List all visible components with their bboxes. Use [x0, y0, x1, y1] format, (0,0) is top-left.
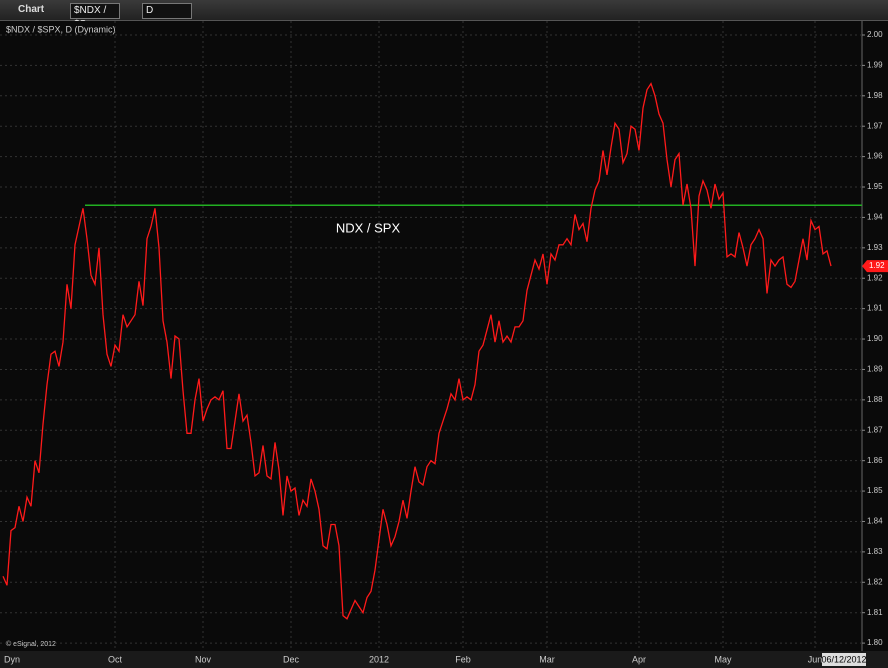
y-tick-label: 1.98 [867, 91, 883, 100]
legend: $NDX / $SPX, D (Dynamic) [6, 24, 116, 34]
y-tick-label: 1.89 [867, 365, 883, 374]
y-tick-label: 1.96 [867, 152, 883, 161]
y-tick-label: 1.99 [867, 61, 883, 70]
date-box [822, 653, 866, 666]
y-tick-label: 1.94 [867, 213, 883, 222]
x-tick-label: Oct [108, 654, 123, 664]
footer-bar [0, 651, 888, 668]
y-tick-label: 1.91 [867, 304, 883, 313]
toolbar: Chart $NDX / $S D [0, 0, 888, 30]
last-value-label: 1.92 [869, 261, 885, 270]
x-tick-label: Feb [455, 654, 471, 664]
y-tick-label: 1.86 [867, 456, 883, 465]
y-tick-label: 1.85 [867, 486, 883, 495]
y-tick-label: 1.90 [867, 334, 883, 343]
x-tick-label: Mar [539, 654, 555, 664]
plot-bg [0, 21, 888, 651]
y-tick-label: 1.92 [867, 273, 883, 282]
footer-mode[interactable]: Dyn [4, 654, 20, 664]
y-tick-label: 1.87 [867, 425, 883, 434]
window-title: Chart [18, 4, 45, 15]
y-tick-label: 1.81 [867, 608, 883, 617]
y-tick-label: 1.84 [867, 517, 883, 526]
y-tick-label: 2.00 [867, 30, 883, 39]
x-tick-label: Dec [283, 654, 300, 664]
y-tick-label: 1.95 [867, 182, 883, 191]
x-tick-label: 2012 [369, 654, 389, 664]
x-tick-label: Jun [808, 654, 823, 664]
last-value-flag [862, 260, 888, 273]
interval-input[interactable]: D [142, 3, 192, 19]
y-tick-label: 1.88 [867, 395, 883, 404]
y-tick-label: 1.82 [867, 577, 883, 586]
y-tick-label: 1.97 [867, 121, 883, 130]
y-tick-label: 1.83 [867, 547, 883, 556]
copyright: © eSignal, 2012 [6, 640, 56, 648]
annotation: NDX / SPX [336, 220, 401, 235]
footer-date: 06/12/2012 [821, 654, 866, 664]
x-tick-label: Apr [632, 654, 646, 664]
y-tick-label: 1.93 [867, 243, 883, 252]
y-tick-label: 1.80 [867, 638, 883, 647]
x-tick-label: May [714, 654, 732, 664]
line-series [2, 82, 832, 620]
x-tick-label: Nov [195, 654, 212, 664]
